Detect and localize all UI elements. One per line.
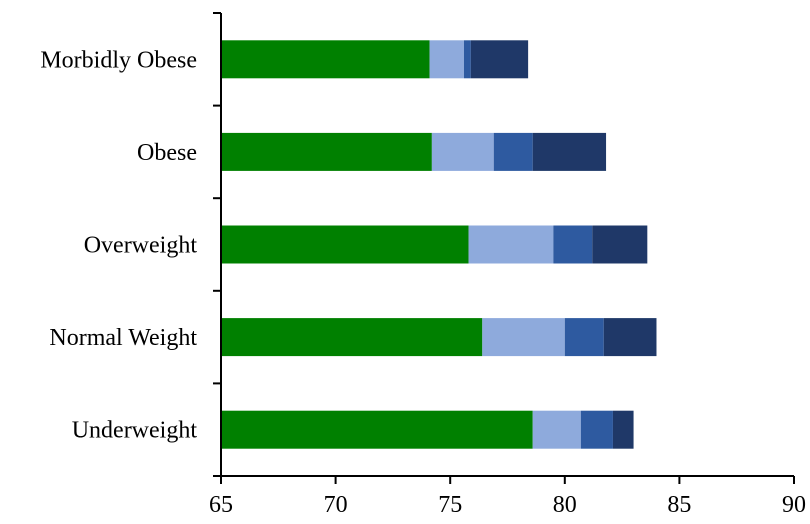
bar-segment-1 bbox=[221, 225, 469, 264]
bar-segment-4 bbox=[470, 40, 529, 79]
y-tick-label: Obese bbox=[137, 140, 197, 166]
bars-layer bbox=[221, 40, 657, 449]
bar-segment-2 bbox=[468, 225, 554, 264]
labels-layer: Morbidly Obese Obese Overweight Normal Weig… bbox=[40, 47, 806, 518]
y-tick-label: Underweight bbox=[72, 418, 198, 444]
y-tick-label: Overweight bbox=[84, 233, 198, 259]
y-tick-label: Morbidly Obese bbox=[40, 47, 197, 73]
y-tick-label: Normal Weight bbox=[49, 325, 197, 351]
x-tick-label: 70 bbox=[324, 492, 348, 518]
bar-segment-3 bbox=[463, 40, 471, 79]
bar-segment-3 bbox=[580, 410, 613, 449]
x-tick-label: 80 bbox=[553, 492, 577, 518]
bar-segment-4 bbox=[603, 318, 657, 357]
ticks-layer bbox=[213, 12, 795, 484]
bar-segment-1 bbox=[221, 132, 432, 171]
bar-segment-1 bbox=[221, 40, 430, 79]
bar-segment-4 bbox=[612, 410, 634, 449]
bar-segment-1 bbox=[221, 318, 483, 357]
bar-segment-2 bbox=[429, 40, 464, 79]
x-tick-label: 85 bbox=[667, 492, 691, 518]
bar-segment-3 bbox=[553, 225, 593, 264]
bar-segment-4 bbox=[532, 132, 607, 171]
bar-segment-4 bbox=[592, 225, 648, 264]
bar-segment-3 bbox=[493, 132, 533, 171]
bar-segment-2 bbox=[482, 318, 565, 357]
bar-segment-3 bbox=[564, 318, 604, 357]
bar-segment-1 bbox=[221, 410, 533, 449]
x-tick-label: 90 bbox=[782, 492, 806, 518]
x-tick-label: 65 bbox=[209, 492, 233, 518]
bar-segment-2 bbox=[431, 132, 494, 171]
bar-segment-2 bbox=[532, 410, 581, 449]
axes-layer bbox=[220, 13, 794, 477]
x-tick-label: 75 bbox=[438, 492, 462, 518]
